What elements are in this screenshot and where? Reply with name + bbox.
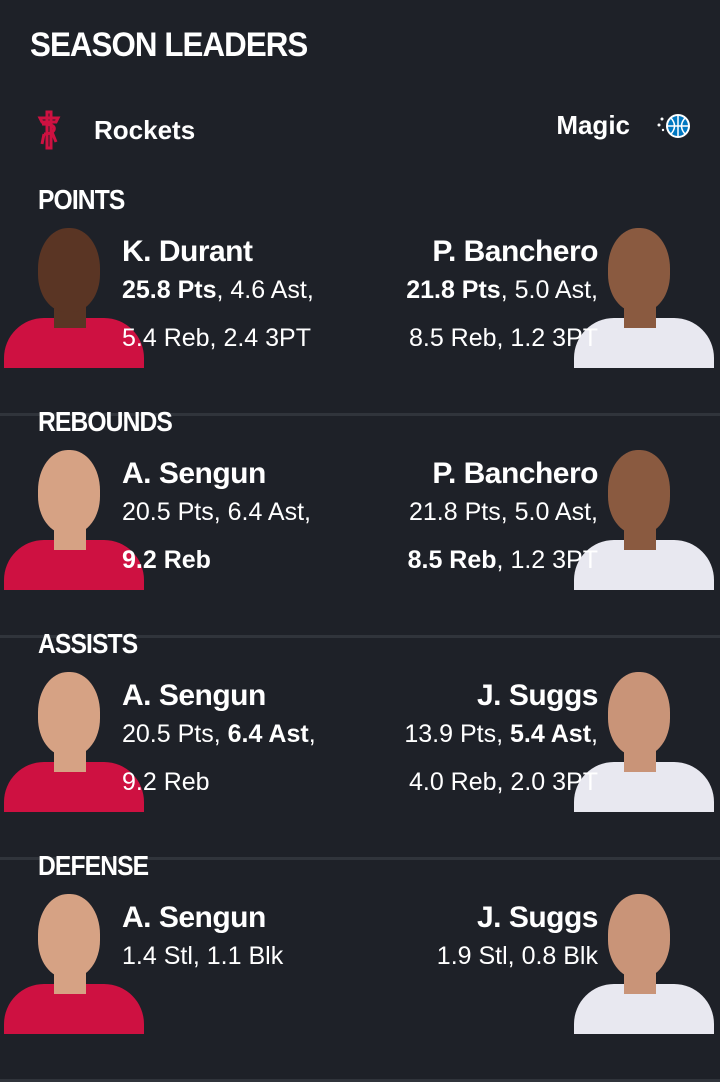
player-name[interactable]: J. Suggs — [476, 901, 599, 934]
player-away[interactable]: P. Banchero 21.8 Pts, 5.0 Ast, 8.5 Reb, … — [298, 456, 599, 578]
player-head — [608, 894, 670, 978]
player-avatar[interactable] — [0, 668, 150, 812]
stat-line-2: 8.5 Reb, 1.2 3PT — [298, 542, 598, 578]
stat-segment: 1.4 Stl, 1.1 Blk — [122, 942, 284, 970]
stat-line-2: 9.2 Reb — [122, 542, 422, 578]
stat-line-1: 20.5 Pts, 6.4 Ast, — [122, 716, 422, 752]
section-title: POINTS — [38, 184, 125, 215]
player-name[interactable]: A. Sengun — [122, 457, 266, 490]
player-home[interactable]: A. Sengun 1.4 Stl, 1.1 Blk — [122, 900, 422, 974]
stat-segment: 5.4 Reb, 2.4 3PT — [122, 324, 312, 352]
team-home[interactable]: Rockets — [34, 110, 195, 150]
player-name[interactable]: J. Suggs — [476, 679, 599, 712]
page-title: SEASON LEADERS — [30, 26, 308, 64]
team-away-name: Magic — [556, 110, 630, 140]
stat-line-2: 4.0 Reb, 2.0 3PT — [298, 764, 598, 800]
player-away[interactable]: P. Banchero 21.8 Pts, 5.0 Ast, 8.5 Reb, … — [298, 234, 598, 356]
section-title: DEFENSE — [38, 850, 149, 881]
section-assists: ASSISTS A. Sengun 20.5 Pts, 6.4 Ast, 9.2… — [0, 628, 720, 860]
stat-segment: 8.5 Reb — [407, 546, 497, 574]
player-avatar[interactable] — [0, 446, 150, 590]
stat-segment: 21.8 Pts, 5.0 Ast, — [408, 498, 598, 526]
player-avatar[interactable] — [570, 224, 720, 368]
stat-line-1: 20.5 Pts, 6.4 Ast, — [122, 494, 422, 530]
stat-segment: 9.2 Reb — [122, 546, 211, 574]
stat-segment: 21.8 Pts — [406, 276, 501, 304]
player-name[interactable]: K. Durant — [122, 235, 253, 268]
player-home[interactable]: A. Sengun 20.5 Pts, 6.4 Ast, 9.2 Reb — [122, 678, 422, 800]
player-name[interactable]: A. Sengun — [122, 679, 266, 712]
team-away[interactable]: Magic — [556, 110, 692, 141]
player-avatar[interactable] — [0, 890, 150, 1034]
stat-segment: 20.5 Pts, 6.4 Ast, — [122, 498, 312, 526]
stat-segment: 8.5 Reb, 1.2 3PT — [408, 324, 598, 352]
player-avatar[interactable] — [570, 668, 720, 812]
player-head — [608, 672, 670, 756]
stat-line-1: 21.8 Pts, 5.0 Ast, — [298, 272, 598, 308]
stat-line-2: 5.4 Reb, 2.4 3PT — [122, 320, 422, 356]
stat-segment: , 4.6 Ast, — [216, 276, 314, 304]
player-head — [608, 228, 670, 312]
player-head — [38, 672, 100, 756]
stat-line-2: 9.2 Reb — [122, 764, 422, 800]
stat-segment: , — [591, 720, 598, 748]
team-home-name: Rockets — [94, 114, 196, 145]
stat-line-1: 13.9 Pts, 5.4 Ast, — [298, 716, 598, 752]
stat-segment: 25.8 Pts — [122, 276, 217, 304]
player-avatar[interactable] — [0, 224, 150, 368]
player-head — [38, 450, 100, 534]
player-away[interactable]: J. Suggs 13.9 Pts, 5.4 Ast, 4.0 Reb, 2.0… — [298, 678, 598, 800]
player-head — [608, 450, 670, 534]
stat-segment: 13.9 Pts, — [404, 720, 510, 748]
section-title: ASSISTS — [38, 628, 138, 659]
player-avatar[interactable] — [570, 446, 720, 590]
stat-segment: 1.9 Stl, 0.8 Blk — [436, 942, 598, 970]
stat-line-1: 21.8 Pts, 5.0 Ast, — [298, 494, 598, 530]
stat-segment: 6.4 Ast — [227, 720, 309, 748]
stat-line-1: 1.9 Stl, 0.8 Blk — [298, 938, 598, 974]
stat-segment: , — [308, 720, 316, 748]
player-head — [38, 228, 100, 312]
stat-segment: 5.4 Ast — [509, 720, 592, 748]
stat-segment: , 1.2 3PT — [496, 546, 598, 574]
stat-segment: 4.0 Reb, 2.0 3PT — [408, 768, 598, 796]
player-name[interactable]: P. Banchero — [432, 235, 598, 268]
stat-line-2: 8.5 Reb, 1.2 3PT — [298, 320, 598, 356]
player-name[interactable]: P. Banchero — [432, 457, 598, 490]
section-points: POINTS K. Durant 25.8 Pts, 4.6 Ast, 5.4 … — [0, 184, 720, 416]
stat-line-1: 1.4 Stl, 1.1 Blk — [122, 938, 422, 974]
player-home[interactable]: K. Durant 25.8 Pts, 4.6 Ast, 5.4 Reb, 2.… — [122, 234, 422, 356]
player-home[interactable]: A. Sengun 20.5 Pts, 6.4 Ast, 9.2 Reb — [122, 456, 422, 578]
stat-segment: 20.5 Pts, — [122, 720, 228, 748]
teams-header: Rockets Magic — [0, 110, 720, 154]
section-title: REBOUNDS — [38, 406, 173, 437]
player-avatar[interactable] — [570, 890, 720, 1034]
player-head — [38, 894, 100, 978]
section-rebounds: REBOUNDS A. Sengun 20.5 Pts, 6.4 Ast, 9.… — [0, 406, 720, 638]
stat-segment: 9.2 Reb — [122, 768, 210, 796]
stat-segment: , 5.0 Ast, — [500, 276, 598, 304]
stat-line-1: 25.8 Pts, 4.6 Ast, — [122, 272, 422, 308]
section-defense: DEFENSE A. Sengun 1.4 Stl, 1.1 Blk J. Su… — [0, 850, 720, 1082]
player-away[interactable]: J. Suggs 1.9 Stl, 0.8 Blk — [298, 900, 599, 974]
rockets-logo-icon — [37, 110, 61, 150]
magic-logo-icon — [657, 113, 690, 138]
player-name[interactable]: A. Sengun — [122, 901, 266, 934]
